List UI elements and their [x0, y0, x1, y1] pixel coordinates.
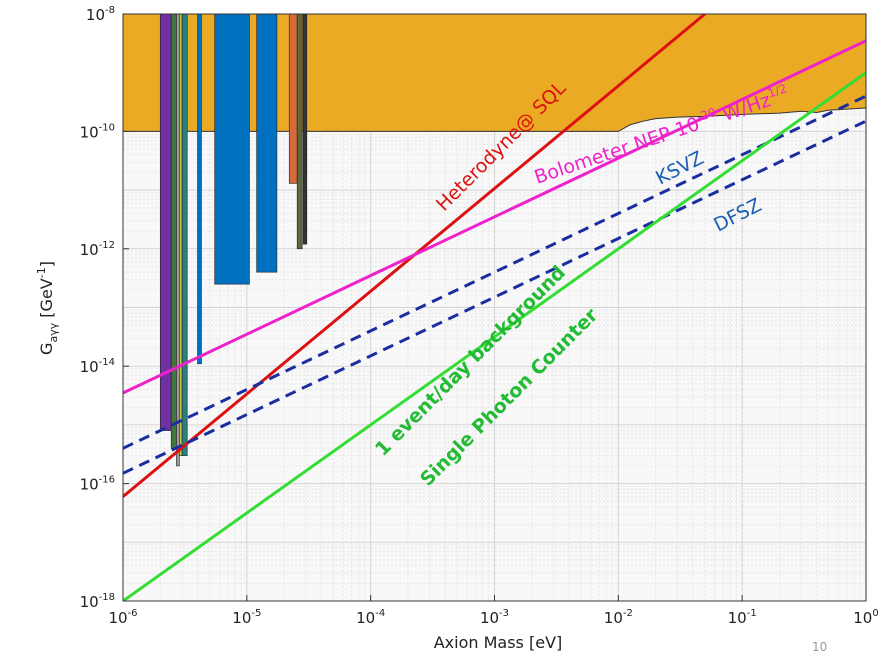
experiment-band [296, 13, 303, 250]
y-tick-label: 10-12 [80, 240, 115, 259]
experiment-band [176, 13, 180, 467]
x-axis-ticks: 10-6 10-5 10-4 10-3 10-2 10-1 100 [108, 595, 879, 627]
y-axis-label-unit-close: ] [37, 261, 56, 267]
experiment-band [288, 13, 298, 184]
excluded-region [123, 14, 867, 132]
y-axis-label-base: G [37, 343, 56, 355]
y-axis-label-sub: aγγ [47, 322, 60, 342]
series-line [123, 39, 866, 395]
excluded-region-area [123, 14, 866, 132]
experiment-bands [159, 13, 308, 467]
experiment-band [159, 13, 172, 431]
y-tick-label: 10-14 [80, 357, 115, 376]
x-axis-label: Axion Mass [eV] [434, 633, 563, 652]
x-tick-label: 10-1 [728, 608, 757, 627]
series-lines [123, 14, 866, 601]
x-tick-label: 10-3 [480, 608, 509, 627]
experiment-band [170, 13, 177, 449]
experiment-band [256, 13, 278, 273]
x-tick-label: 10-4 [356, 608, 385, 627]
y-tick-label: 10-8 [86, 5, 115, 24]
series-line [123, 94, 866, 450]
y-axis-label-unit: [GeV [37, 278, 56, 323]
experiment-band [179, 13, 183, 456]
y-axis-label: Gaγγ [GeV-1] [35, 261, 60, 355]
y-axis-label-unit-exp: -1 [35, 267, 48, 278]
experiment-band [181, 13, 188, 456]
excluded-region-edge [123, 107, 867, 132]
y-axis-ticks: 10-18 10-16 10-14 10-12 10-10 10-8 [80, 5, 129, 611]
x-tick-label: 10-2 [604, 608, 633, 627]
experiment-band [214, 13, 250, 285]
y-tick-label: 10-10 [80, 122, 115, 141]
experiment-band [197, 13, 202, 365]
y-tick-label: 10-16 [80, 475, 115, 494]
annotation-bolometer-exp2: 1/2 [766, 81, 789, 100]
x-tick-label: 100 [853, 608, 878, 627]
annotation-bolometer-exp1: -20 [695, 105, 718, 124]
page-number: 10 [812, 640, 828, 654]
series-line [123, 71, 866, 601]
y-tick-label: 10-18 [80, 592, 115, 611]
x-tick-label: 10-5 [232, 608, 261, 627]
x-tick-label: 10-6 [108, 608, 137, 627]
experiment-band [302, 13, 308, 245]
series-line [123, 119, 866, 475]
